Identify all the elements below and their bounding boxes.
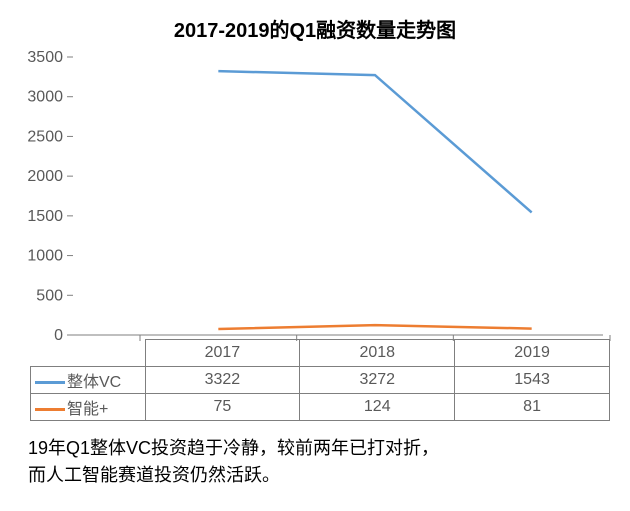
- table-cell: 3272: [300, 367, 455, 394]
- caption-line: 而人工智能赛道投资仍然活跃。: [28, 465, 280, 485]
- series-line-0: [218, 71, 531, 212]
- table-row: 智能+ 75 124 81: [31, 394, 610, 421]
- legend-label: 智能+: [67, 401, 108, 418]
- legend-label: 整体VC: [67, 374, 121, 391]
- chart-plot-area: 0500100015002000250030003500: [73, 49, 612, 339]
- y-tick-label: 2500: [27, 128, 63, 145]
- y-tick-label: 3500: [27, 49, 63, 66]
- legend-line-icon: [35, 381, 65, 384]
- chart-title: 2017-2019的Q1融资数量走势图: [18, 14, 612, 43]
- table-header-row: 2017 2018 2019: [31, 340, 610, 367]
- legend-cell-series-1: 智能+: [31, 394, 146, 421]
- y-tick-label: 500: [36, 287, 63, 304]
- chart-data-table: 2017 2018 2019 整体VC 3322 3272 1543 智能+ 7…: [30, 339, 610, 421]
- y-tick-label: 0: [54, 327, 63, 344]
- y-tick-label: 3000: [27, 89, 63, 106]
- y-tick-label: 2000: [27, 168, 63, 185]
- table-cell: 3322: [145, 367, 300, 394]
- table-corner-blank: [31, 340, 146, 367]
- table-col-header: 2017: [145, 340, 300, 367]
- line-chart-svg: 0500100015002000250030003500: [73, 49, 603, 339]
- table-cell: 124: [300, 394, 455, 421]
- legend-cell-series-0: 整体VC: [31, 367, 146, 394]
- y-tick-label: 1500: [27, 208, 63, 225]
- table-cell: 75: [145, 394, 300, 421]
- table-row: 整体VC 3322 3272 1543: [31, 367, 610, 394]
- table-col-header: 2018: [300, 340, 455, 367]
- series-line-1: [218, 325, 531, 329]
- y-tick-label: 1000: [27, 248, 63, 265]
- caption-line: 19年Q1整体VC投资趋于冷静，较前两年已打对折，: [28, 438, 439, 458]
- chart-caption: 19年Q1整体VC投资趋于冷静，较前两年已打对折， 而人工智能赛道投资仍然活跃。: [28, 435, 602, 489]
- table-cell: 1543: [455, 367, 610, 394]
- legend-line-icon: [35, 408, 65, 411]
- table-cell: 81: [455, 394, 610, 421]
- table-col-header: 2019: [455, 340, 610, 367]
